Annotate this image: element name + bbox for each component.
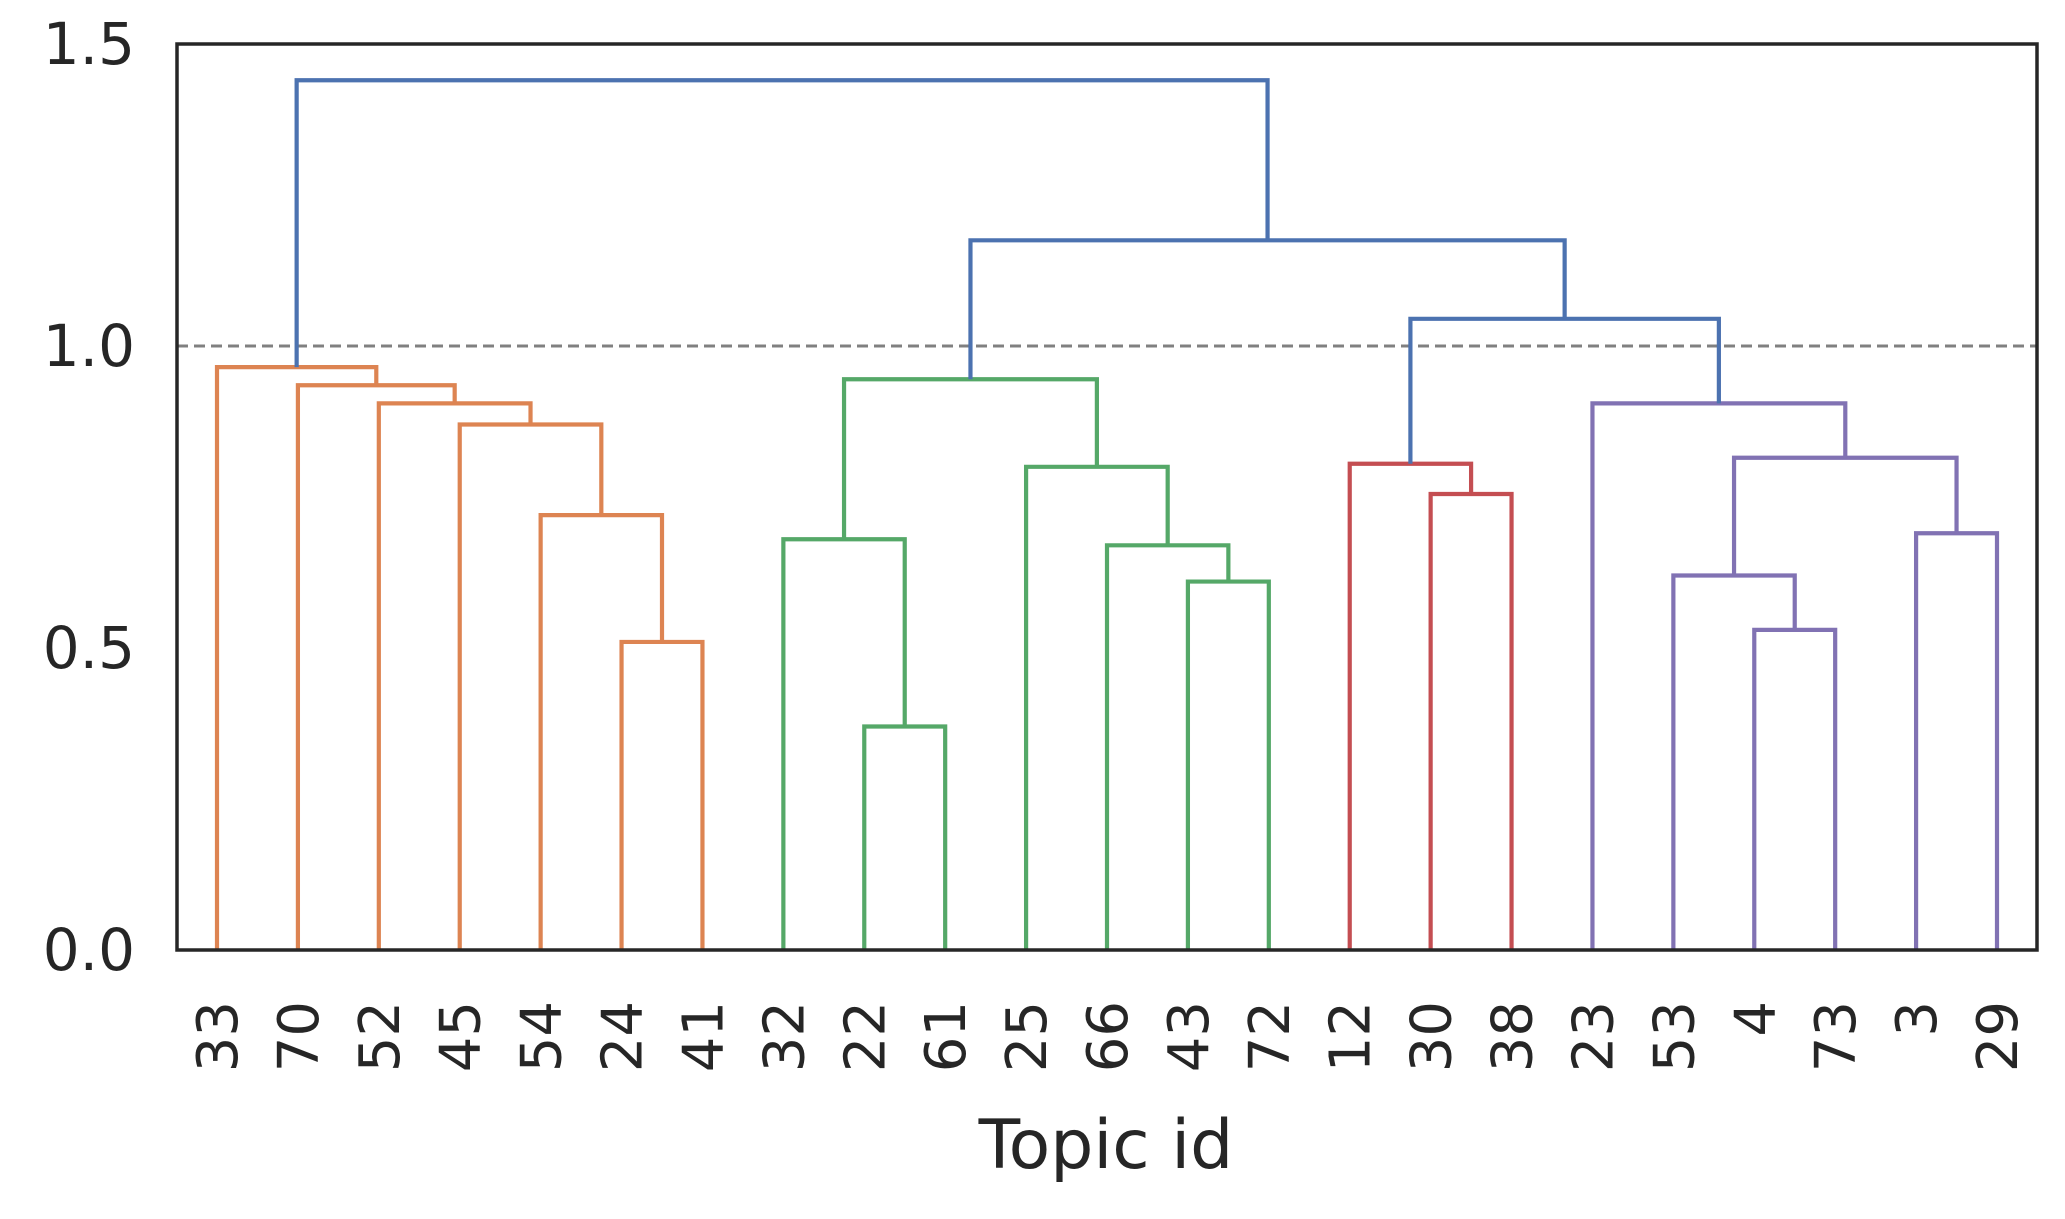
x-tick-label: 22: [833, 1001, 898, 1072]
dendrogram-link-10: [1104, 543, 1231, 950]
dendrogram-link-12: [841, 377, 1099, 540]
x-tick-label: 24: [591, 1001, 656, 1072]
dendrogram-link-7: [862, 724, 948, 950]
x-tick-label: 33: [186, 1001, 251, 1072]
dendrogram-link-8: [781, 537, 907, 950]
dendrogram-link-15: [1752, 627, 1838, 950]
x-tick-label: 41: [671, 1001, 736, 1072]
dendrogram-link-19: [1590, 401, 1848, 950]
dendrogram-link-11: [1023, 464, 1170, 950]
x-tick-label: 73: [1804, 1001, 1869, 1072]
y-tick-label: 0.0: [43, 916, 135, 984]
x-tick-label: 32: [752, 1001, 817, 1072]
x-tick-label: 72: [1238, 1001, 1303, 1072]
x-axis-title: Topic id: [978, 1106, 1234, 1185]
dendrogram-link-3: [457, 422, 604, 950]
x-tick-label: 25: [995, 1001, 1060, 1072]
dendrogram-link-1: [619, 639, 705, 950]
x-tick-label: 38: [1481, 1001, 1546, 1072]
dendrogram-link-2: [538, 513, 665, 950]
y-tick-labels: 0.0 0.5 1.0 1.5: [43, 10, 135, 984]
dendrogram-link-4: [376, 401, 533, 950]
dendrogram-link-18: [1731, 455, 1959, 576]
y-tick-label: 0.5: [43, 614, 135, 682]
x-tick-label: 66: [1076, 1001, 1141, 1072]
dendrogram-link-5: [295, 383, 457, 950]
x-tick-label: 52: [348, 1001, 413, 1072]
plot-frame: [175, 42, 2039, 952]
x-tick-label: 53: [1642, 1001, 1707, 1072]
x-tick-label: 12: [1319, 1001, 1384, 1072]
dendrogram-link-21: [968, 238, 1567, 380]
y-tick-label: 1.0: [43, 312, 135, 380]
y-tick-label: 1.5: [43, 10, 135, 78]
x-tick-label: 45: [429, 1001, 494, 1072]
links-layer: [214, 78, 2000, 950]
x-tick-label: 29: [1966, 1001, 2031, 1072]
dendrogram-link-9: [1185, 579, 1271, 950]
dendrogram-link-22: [294, 78, 1270, 368]
x-tick-label: 70: [267, 1001, 332, 1072]
dendrogram-link-14: [1347, 461, 1474, 950]
axes-layer: [175, 42, 2039, 952]
x-tick-label: 54: [510, 1001, 575, 1072]
x-tick-label: 3: [1885, 1001, 1950, 1037]
x-tick-label: 4: [1723, 1001, 1788, 1037]
dendrogram-link-17: [1913, 531, 2000, 950]
x-tick-labels: 33 70 52 45 54 24 41 32 22 61 25 66 43 72 12 30 38 23 53 4 7…: [186, 1001, 2031, 1072]
x-tick-label: 23: [1561, 1001, 1626, 1072]
x-tick-label: 61: [914, 1001, 979, 1072]
x-tick-label: 43: [1157, 1001, 1222, 1072]
x-tick-label: 30: [1400, 1001, 1465, 1072]
dendrogram-link-13: [1428, 491, 1514, 950]
dendrogram-link-20: [1408, 316, 1721, 464]
